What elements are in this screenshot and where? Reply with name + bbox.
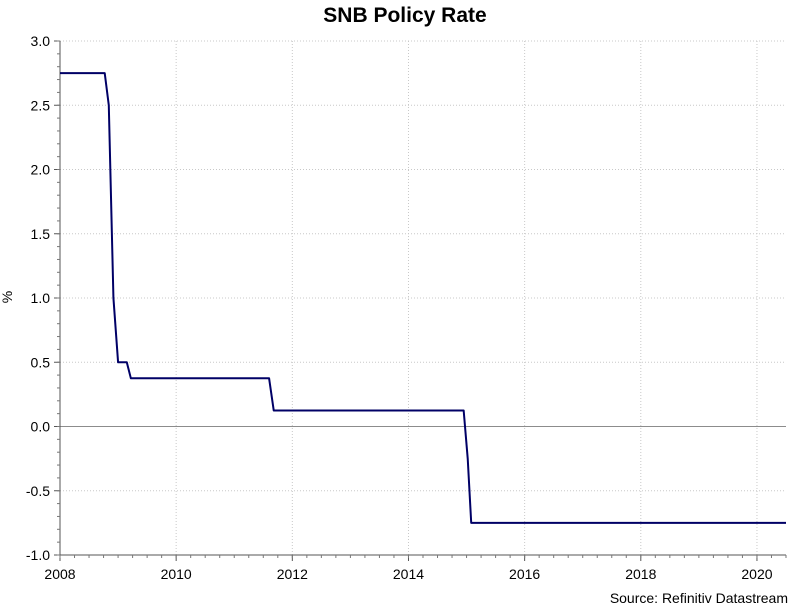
y-tick-label: 1.0 [31,290,51,306]
y-tick-label: 2.0 [31,162,51,178]
x-tick-label: 2020 [741,566,772,582]
series-line-snb-policy-rate [60,72,786,524]
x-tick-label: 2010 [161,566,192,582]
chart-title: SNB Policy Rate [323,4,486,27]
y-tick-label: -0.5 [26,483,50,499]
y-tick-label: -1.0 [26,547,50,563]
grid [60,40,786,555]
y-tick-label: 0.5 [31,354,51,370]
x-tick-label: 2014 [393,566,424,582]
x-tick-label: 2016 [509,566,540,582]
x-tick-label: 2008 [44,566,75,582]
y-tick-label: 0.0 [31,419,51,435]
x-tick-label: 2012 [277,566,308,582]
source-note: Source: Refinitiv Datastream [610,590,788,606]
y-tick-label: 3.0 [31,33,51,49]
y-tick-label: 2.5 [31,97,51,113]
x-tick-label: 2018 [625,566,656,582]
y-tick-label: 1.5 [31,226,51,242]
y-axis-ticks: -1.0 -0.5 0.0 0.5 1.0 1.5 2.0 2.5 3.0 [26,33,60,563]
x-axis-ticks: 2008 2010 2012 2014 2016 2018 2020 [44,555,787,582]
series-group [60,72,786,524]
y-axis-label: % [0,291,15,303]
